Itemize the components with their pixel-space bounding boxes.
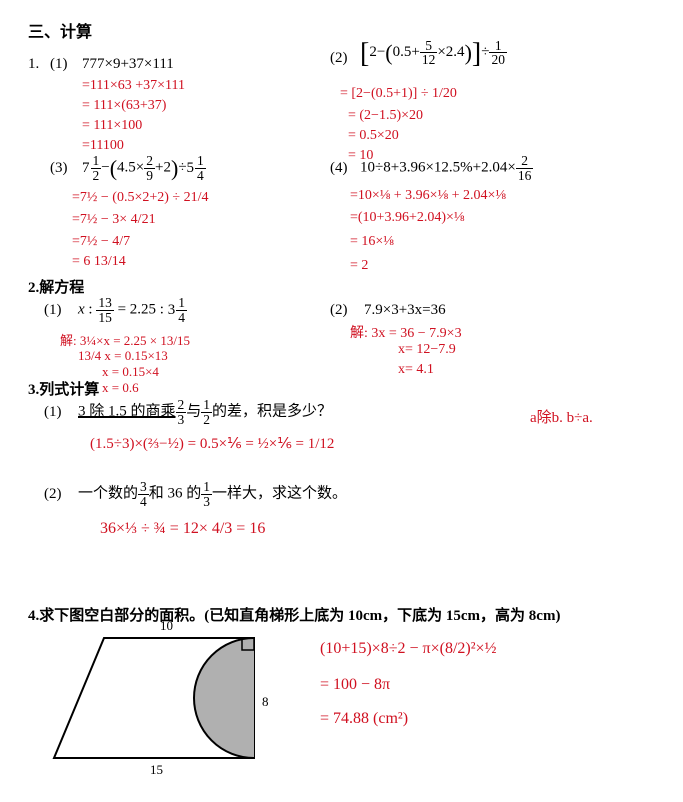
q1-label: 1.	[28, 56, 39, 73]
section-title: 三、计算	[28, 18, 92, 42]
q1p1-label: (1)	[50, 56, 68, 73]
q1p1-w1: = 111×(63+37)	[82, 98, 166, 114]
fig-label-right: 8	[262, 694, 269, 710]
q2p2-w0: 解: 3x = 36 − 7.9×3	[350, 322, 462, 342]
q3p1-note: a除b. b÷a.	[530, 406, 593, 427]
q3p1-text: 3 除 1.5 的商乘23与12的差，积是多少？	[78, 398, 332, 426]
q2p1-label: (1)	[44, 302, 62, 319]
q1p4-expr: 10÷8+3.96×12.5%+2.04×216	[360, 154, 533, 182]
q2p1-w3: x = 0.6	[102, 380, 139, 396]
q2p1-expr: x : 1315 = 2.25 : 314	[78, 296, 187, 324]
q1p3-w2: =7½ − 4/7	[72, 234, 130, 250]
q1p1-w2: = 111×100	[82, 118, 142, 134]
q1p2-expr: [2−(0.5+512×2.4)]÷120	[360, 38, 507, 70]
q2p1-w0: 解: 3¼×x = 2.25 × 13/15	[60, 330, 190, 349]
q3p1-underline: 3 除 1.5 的商乘	[78, 403, 176, 419]
q1p2-w2: = 0.5×20	[348, 128, 399, 144]
q1p3-w3: = 6 13/14	[72, 254, 126, 270]
q1p2-w0: = [2−(0.5+1)] ÷ 1/20	[340, 86, 457, 102]
q2p2-w1: x= 12−7.9	[398, 342, 456, 358]
q1p4-w1: =(10+3.96+2.04)×⅛	[350, 210, 464, 226]
q1p4-w2: = 16×⅛	[350, 234, 394, 250]
q4-w2: = 74.88 (cm²)	[320, 710, 408, 728]
q3p2-text: 一个数的34和 36 的13一样大，求这个数。	[78, 480, 347, 508]
q4-w0: (10+15)×8÷2 − π×(8/2)²×½	[320, 640, 497, 658]
q1p2-label: (2)	[330, 50, 348, 67]
q1p3-expr: 712−(4.5×29+2)÷514	[82, 154, 206, 182]
q1p4-w0: =10×⅛ + 3.96×⅛ + 2.04×⅛	[350, 188, 506, 204]
q1p1-expr: 777×9+37×111	[82, 56, 174, 73]
q1p4-label: (4)	[330, 160, 348, 177]
q3p1-label: (1)	[44, 404, 62, 421]
q1p4-w3: = 2	[350, 258, 368, 274]
q2p2-expr: 7.9×3+3x=36	[364, 302, 446, 319]
q4-w1: = 100 − 8π	[320, 676, 390, 694]
fig-label-bottom: 15	[150, 762, 163, 778]
q3-title: 3.列式计算	[28, 378, 99, 399]
q1p1-w0: =111×63 +37×111	[82, 78, 185, 94]
q2p1-w1: 13/4 x = 0.15×13	[78, 348, 168, 364]
q3p2-work: 36×⅓ ÷ ¾ = 12× 4/3 = 16	[100, 520, 265, 538]
q2-title: 2.解方程	[28, 276, 84, 297]
q2p2-w2: x= 4.1	[398, 362, 434, 378]
q2p2-label: (2)	[330, 302, 348, 319]
q1p3-label: (3)	[50, 160, 68, 177]
q1p3-w1: =7½ − 3× 4/21	[72, 212, 156, 228]
q1p1-w3: =11100	[82, 138, 124, 154]
q3p1-work: (1.5÷3)×(⅔−½) = 0.5×⅙ = ½×⅙ = 1/12	[90, 434, 334, 453]
q4-title: 4.求下图空白部分的面积。(已知直角梯形上底为 10cm，下底为 15cm，高为…	[28, 604, 560, 625]
q1p3-w0: =7½ − (0.5×2+2) ÷ 21/4	[72, 190, 208, 206]
q3p2-label: (2)	[44, 486, 62, 503]
q1p2-w1: = (2−1.5)×20	[348, 108, 423, 124]
fig-label-top: 10	[160, 618, 173, 634]
q2p1-w2: x = 0.15×4	[102, 364, 159, 380]
